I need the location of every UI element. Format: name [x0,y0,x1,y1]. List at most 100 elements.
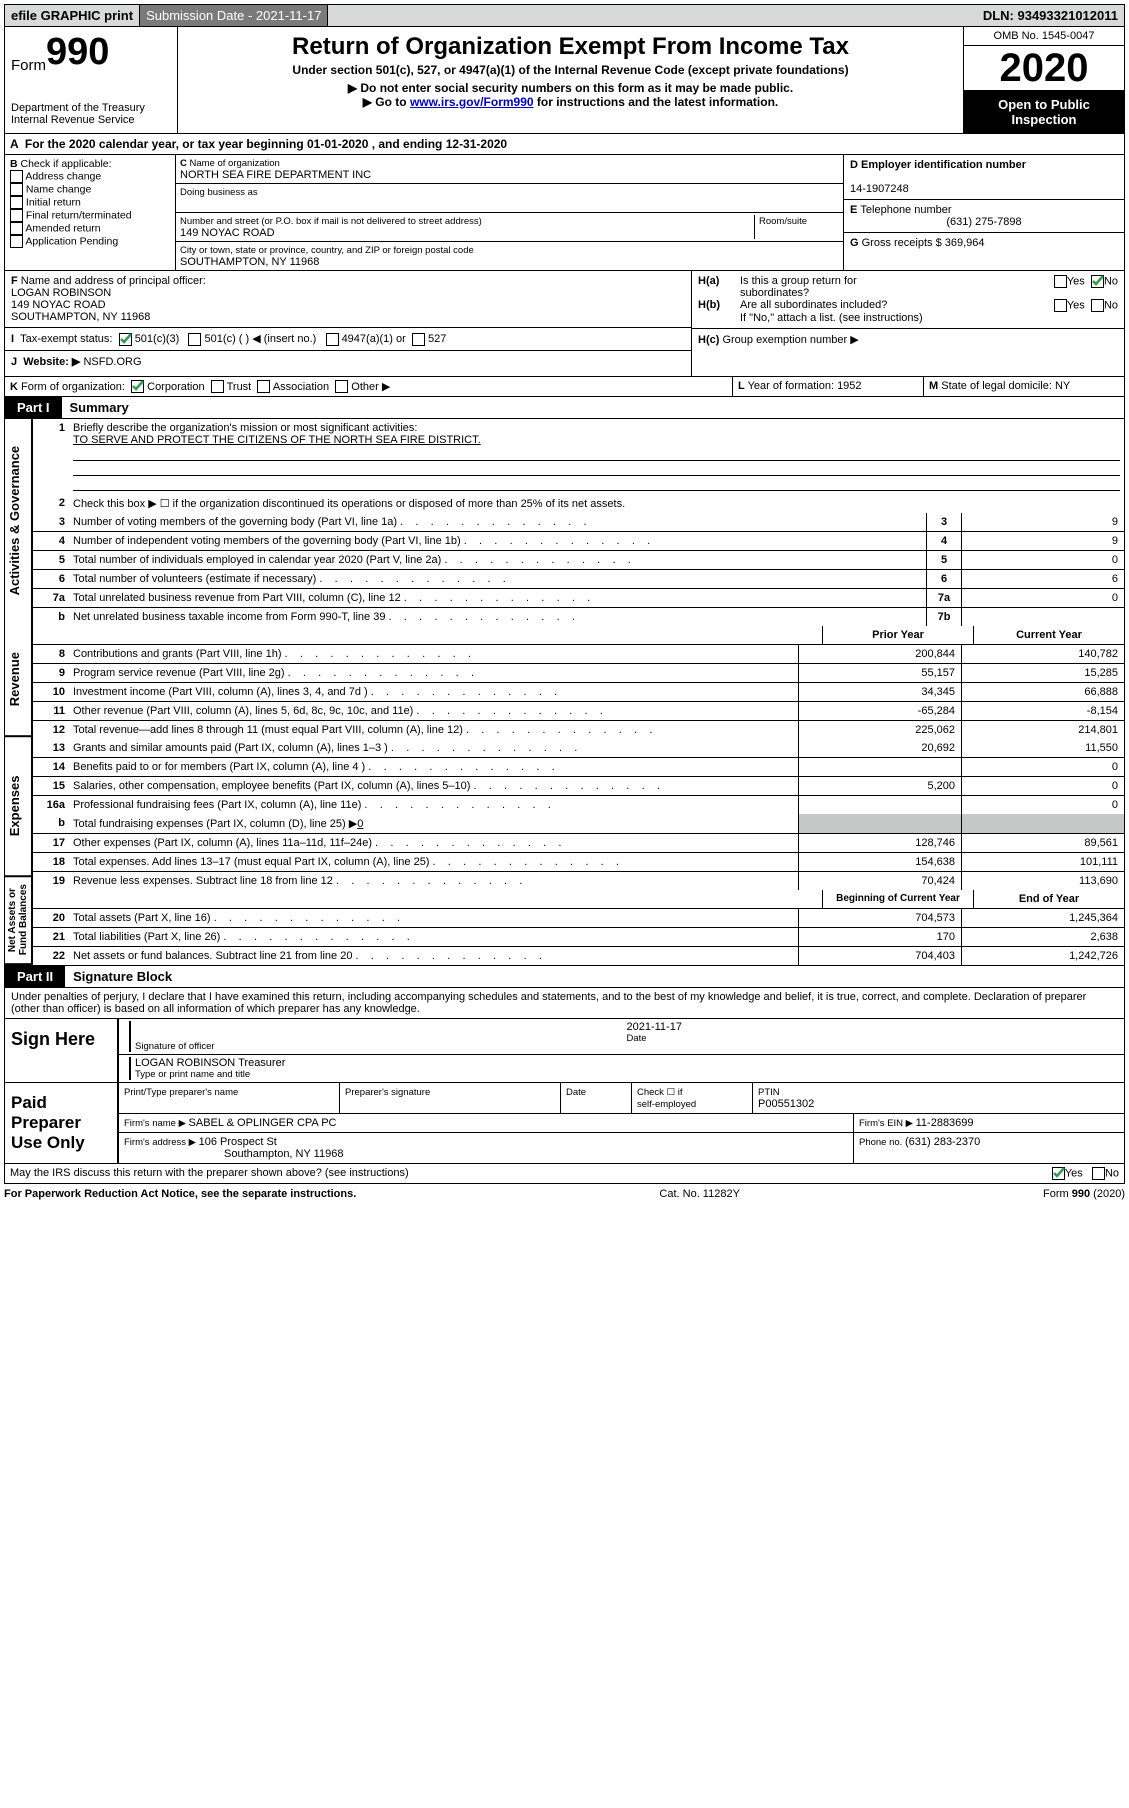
form-header: Form990 Department of the Treasury Inter… [4,27,1125,134]
summary-row: 7a Total unrelated business revenue from… [33,589,1124,608]
cb-initial-return[interactable] [10,196,23,209]
cb-4947[interactable] [326,333,339,346]
dln-cell: DLN: 93493321012011 [977,5,1124,26]
form-number: Form990 [11,31,171,74]
form-footer: Form 990 (2020) [1043,1188,1125,1200]
section-de: D Employer identification number 14-1907… [844,155,1124,270]
topbar-spacer [328,13,976,19]
cb-527[interactable] [412,333,425,346]
summary-row: 20 Total assets (Part X, line 16) 704,57… [33,909,1124,928]
year-header-2: Beginning of Current Year End of Year [33,890,1124,909]
form-title: Return of Organization Exempt From Incom… [184,33,957,61]
section-b: B Check if applicable: Address change Na… [5,155,176,270]
part2-header: Part II Signature Block [4,966,1125,988]
section-f-tax-j: F Name and address of principal officer:… [5,271,692,376]
part2-title: Signature Block [65,969,172,984]
summary-row: 9 Program service revenue (Part VIII, li… [33,664,1124,683]
cb-trust[interactable] [211,380,224,393]
bcde-block: B Check if applicable: Address change Na… [4,155,1125,271]
form-subtitle: Under section 501(c), 527, or 4947(a)(1)… [184,63,957,77]
open-public-inspection: Open to Public Inspection [964,91,1124,133]
summary-row: 3 Number of voting members of the govern… [33,513,1124,532]
fundraising-exp: 0 [357,818,363,830]
part1-header: Part I Summary [4,397,1125,419]
header-note-ssn: Do not enter social security numbers on … [184,81,957,95]
cb-application-pending[interactable] [10,235,23,248]
cb-final-return[interactable] [10,209,23,222]
cb-ha-no[interactable] [1091,275,1104,288]
cb-name-change[interactable] [10,183,23,196]
header-right: OMB No. 1545-0047 2020 Open to Public In… [963,27,1124,133]
summary-row: 16a Professional fundraising fees (Part … [33,796,1124,814]
summary-row: 10 Investment income (Part VIII, column … [33,683,1124,702]
section-a-row: A For the 2020 calendar year, or tax yea… [4,134,1125,155]
cb-501c[interactable] [188,333,201,346]
cb-address-change[interactable] [10,170,23,183]
org-street: 149 NOYAC ROAD [180,227,275,239]
cb-other[interactable] [335,380,348,393]
fh-block: F Name and address of principal officer:… [4,271,1125,377]
ptin: P00551302 [758,1098,814,1110]
summary-row: 22 Net assets or fund balances. Subtract… [33,947,1124,965]
paid-preparer-block: Paid Preparer Use Only Print/Type prepar… [4,1083,1125,1164]
summary-row: b Net unrelated business taxable income … [33,608,1124,626]
firm-name: SABEL & OPLINGER CPA PC [189,1117,337,1129]
summary-grid: Activities & Governance Revenue Expenses… [4,419,1125,966]
firm-addr1: 106 Prospect St [199,1136,277,1148]
sign-here-block: Sign Here Signature of officer 2021-11-1… [4,1019,1125,1083]
klm-row: K Form of organization: Corporation Trus… [4,377,1125,398]
cb-501c3[interactable] [119,333,132,346]
summary-row: 18 Total expenses. Add lines 13–17 (must… [33,853,1124,872]
year-formation: 1952 [837,380,861,392]
sign-here-label: Sign Here [5,1019,117,1082]
officer-street: 149 NOYAC ROAD [11,299,106,311]
sign-date: 2021-11-17 [627,1021,1119,1033]
line2-text: Check this box ▶ ☐ if the organization d… [69,494,1124,513]
summary-row: 17 Other expenses (Part IX, column (A), … [33,834,1124,853]
omb-number: OMB No. 1545-0047 [964,27,1124,46]
summary-row: 4 Number of independent voting members o… [33,532,1124,551]
submission-date: 2021-11-17 [256,8,322,23]
officer-name: LOGAN ROBINSON [11,287,111,299]
efile-label: efile GRAPHIC print [5,5,140,26]
officer-name-title: LOGAN ROBINSON Treasurer [135,1057,1118,1069]
cb-hb-yes[interactable] [1054,299,1067,312]
discuss-row: May the IRS discuss this return with the… [4,1164,1125,1184]
firm-ein: 11-2883699 [916,1117,974,1129]
summary-row: 5 Total number of individuals employed i… [33,551,1124,570]
submission-date-cell: Submission Date - 2021-11-17 [140,5,328,26]
summary-row: 11 Other revenue (Part VIII, column (A),… [33,702,1124,721]
header-mid: Return of Organization Exempt From Incom… [178,27,963,133]
section-c: C Name of organization NORTH SEA FIRE DE… [176,155,844,270]
firm-phone: (631) 283-2370 [905,1136,980,1148]
section-a-text: A For the 2020 calendar year, or tax yea… [5,134,512,154]
gross-receipts: 369,964 [945,237,985,249]
part1-title: Summary [62,400,129,415]
submission-date-label: Submission Date - [146,8,256,23]
cb-discuss-no[interactable] [1092,1167,1105,1180]
perjury-statement: Under penalties of perjury, I declare th… [4,988,1125,1019]
org-city: SOUTHAMPTON, NY 11968 [180,256,319,268]
summary-row: 19 Revenue less expenses. Subtract line … [33,872,1124,890]
cb-corp[interactable] [131,380,144,393]
officer-city: SOUTHAMPTON, NY 11968 [11,311,150,323]
phone: (631) 275-7898 [850,216,1118,228]
h-note: If "No," attach a list. (see instruction… [698,312,1118,324]
irs-link[interactable]: www.irs.gov/Form990 [410,95,534,109]
cb-discuss-yes[interactable] [1052,1167,1065,1180]
mission-text: TO SERVE AND PROTECT THE CITIZENS OF THE… [73,434,481,446]
summary-row: 6 Total number of volunteers (estimate i… [33,570,1124,589]
year-header-1: Prior Year Current Year [33,626,1124,645]
summary-row: 21 Total liabilities (Part X, line 26) 1… [33,928,1124,947]
header-note-link: Go to www.irs.gov/Form990 for instructio… [184,95,957,109]
summary-row: 12 Total revenue—add lines 8 through 11 … [33,721,1124,739]
cb-amended-return[interactable] [10,222,23,235]
state-domicile: NY [1055,380,1070,392]
cb-hb-no[interactable] [1091,299,1104,312]
website: NSFD.ORG [83,356,141,368]
summary-body: 1 Briefly describe the organization's mi… [33,419,1124,965]
cb-ha-yes[interactable] [1054,275,1067,288]
cb-assoc[interactable] [257,380,270,393]
page-footer: For Paperwork Reduction Act Notice, see … [4,1184,1125,1204]
side-labels: Activities & Governance Revenue Expenses… [5,419,33,965]
